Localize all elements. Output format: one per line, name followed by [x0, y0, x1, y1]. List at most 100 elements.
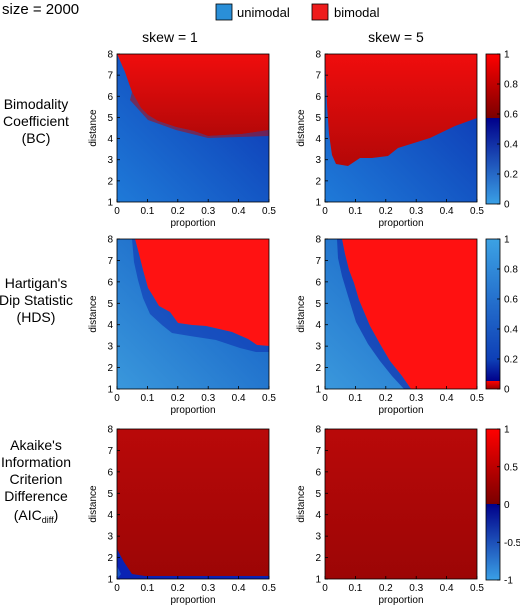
colorbar-red-part: [486, 381, 500, 389]
y-tick-label: 5: [315, 113, 321, 124]
x-tick-label: 0.1: [140, 583, 154, 594]
unimodal-region: [117, 549, 269, 579]
row-label-aic: Akaike's Information Criterion Differenc…: [1, 437, 71, 525]
axes-frame: [324, 238, 478, 390]
y-tick-label: 5: [315, 489, 321, 500]
row-label-line: Bimodality: [4, 96, 69, 112]
row-label-line: Hartigan's: [5, 275, 68, 291]
x-tick-label: 0.2: [379, 583, 393, 594]
x-tick-label: 0: [114, 206, 120, 217]
x-tick-label: 0.1: [348, 393, 362, 404]
colorbar-frame: [485, 238, 501, 390]
x-axis-label: proportion: [170, 218, 215, 229]
row-label-line: Difference: [4, 488, 68, 504]
colorbar-tick-label: 0: [504, 500, 510, 511]
x-tick-label: 0.4: [440, 393, 454, 404]
figure-header: size = 2000: [2, 1, 79, 18]
x-tick-label: 0.3: [201, 583, 215, 594]
row-label-line: Akaike's: [10, 437, 62, 453]
column-label-skew-5: skew = 5: [368, 29, 424, 45]
x-tick-label: 0.1: [348, 583, 362, 594]
x-tick-label: 0.1: [140, 393, 154, 404]
y-tick-label: 7: [107, 256, 113, 267]
row-label-hds: Hartigan's Dip Statistic (HDS): [0, 275, 73, 325]
y-tick-label: 5: [107, 113, 113, 124]
colorbar-tick-label: -1: [504, 576, 513, 587]
colorbar-aic: [485, 428, 501, 581]
colorbar-tick-label: 0: [504, 385, 510, 396]
y-tick-label: 8: [107, 50, 113, 61]
x-tick-label: 0.5: [262, 393, 276, 404]
x-tick-label: 0.3: [201, 206, 215, 217]
colorbar-tick-label: 0.5: [504, 462, 518, 473]
panel-hds-skew1: [117, 239, 269, 389]
row-label-line: (BC): [22, 130, 51, 146]
panel-axes: 0 0.1 0.2 0.3 0.4 0.5 1 2 3 4 5 6 7 8 proportion distan…: [296, 50, 484, 230]
y-tick-label: 7: [107, 71, 113, 82]
row-label-line: (HDS): [17, 309, 56, 325]
x-tick-label: 0.5: [470, 393, 484, 404]
colorbar-red-part: [486, 429, 500, 504]
y-tick-label: 1: [315, 575, 321, 586]
y-tick-label: 8: [315, 425, 321, 436]
colorbar-red-part: [486, 54, 500, 118]
y-tick-label: 7: [107, 446, 113, 457]
y-tick-label: 2: [107, 176, 113, 187]
row-label-bc: Bimodality Coefficient (BC): [3, 96, 69, 146]
colorbar-tick-label: 0.4: [504, 140, 518, 151]
axes-frame: [324, 428, 478, 580]
colorbar-tick-label: 0.6: [504, 295, 518, 306]
x-tick-label: 0.3: [409, 583, 423, 594]
x-tick-label: 0.4: [232, 393, 246, 404]
y-tick-label: 1: [315, 385, 321, 396]
x-tick-label: 0.3: [409, 206, 423, 217]
x-tick-label: 0.3: [409, 393, 423, 404]
x-tick-label: 0: [322, 583, 328, 594]
x-tick-label: 0.4: [440, 206, 454, 217]
x-tick-label: 0.2: [379, 206, 393, 217]
bimodal-region: [117, 54, 269, 136]
x-tick-label: 0: [322, 393, 328, 404]
colorbar-tick-label: -0.5: [504, 538, 520, 549]
y-tick-label: 5: [107, 489, 113, 500]
bimodal-region: [117, 429, 269, 579]
y-axis-label: distance: [296, 109, 307, 147]
colorbar-tick-label: 0.6: [504, 110, 518, 121]
y-axis-label: distance: [88, 109, 99, 147]
y-axis-label: distance: [296, 485, 307, 523]
x-axis-label: proportion: [378, 595, 423, 606]
colorbar-blue-part: [486, 504, 500, 580]
legend: unimodal bimodal: [215, 3, 380, 21]
y-tick-label: 4: [315, 510, 321, 521]
panel-aic-skew1: [117, 429, 269, 579]
y-tick-label: 6: [315, 467, 321, 478]
y-tick-label: 2: [315, 176, 321, 187]
y-tick-label: 4: [107, 320, 113, 331]
colorbar-blue-part: [486, 118, 500, 204]
row-label-subscript: diff: [42, 515, 54, 525]
row-label-line: (AIC: [14, 507, 42, 523]
colorbar-tick-label: 0: [504, 200, 510, 211]
legend-unimodal-swatch: [215, 3, 233, 21]
row-label-line: ): [54, 507, 59, 523]
x-tick-label: 0.4: [232, 583, 246, 594]
bimodal-region: [342, 239, 477, 389]
x-tick-label: 0.5: [262, 206, 276, 217]
y-tick-label: 6: [315, 92, 321, 103]
x-tick-label: 0.2: [171, 206, 185, 217]
y-tick-label: 3: [107, 342, 113, 353]
y-axis-label: distance: [88, 485, 99, 523]
y-tick-label: 5: [107, 299, 113, 310]
axes-frame: [116, 238, 270, 390]
y-tick-label: 4: [315, 320, 321, 331]
panel-axes: 0 0.1 0.2 0.3 0.4 0.5 1 2 3 4 5 6 7 8 proportion distan…: [296, 235, 484, 417]
bimodal-region: [135, 239, 269, 346]
x-axis-label: proportion: [170, 405, 215, 416]
colorbar-tick-label: 0.2: [504, 355, 518, 366]
y-tick-label: 8: [315, 50, 321, 61]
x-tick-label: 0.3: [201, 393, 215, 404]
x-tick-label: 0.4: [232, 206, 246, 217]
x-tick-label: 0: [114, 393, 120, 404]
colorbar-frame: [485, 53, 501, 205]
y-tick-label: 2: [107, 363, 113, 374]
